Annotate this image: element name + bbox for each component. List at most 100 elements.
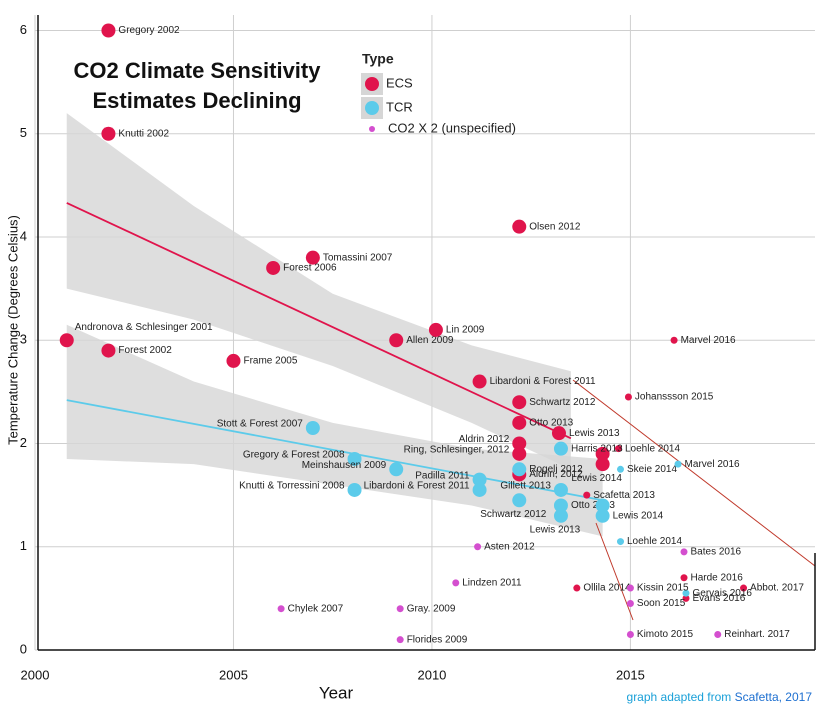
source-text: graph adapted from [626,690,732,704]
point-label: Stott & Forest 2007 [217,419,304,430]
point [674,460,682,468]
point-label: Libardoni & Forest 2011 [490,376,596,387]
point-label: Skeie 2014 [627,464,677,475]
point-label: Soon 2015 [637,598,686,609]
y-tick-label: 4 [20,228,27,243]
annotation-line [595,522,634,621]
point [101,126,116,141]
point [389,462,404,477]
point-label: Bates 2016 [691,547,742,558]
point [428,322,443,337]
point [595,446,610,461]
point-label: Forest 2006 [283,263,337,274]
point [389,333,404,348]
point [714,631,722,639]
point [626,631,634,639]
point [305,250,320,265]
axes: 0 1 2 3 4 5 6 2000 2005 2010 2015 [20,15,815,682]
point [616,538,624,546]
point-label: Harris 2013 [571,443,623,454]
point [59,333,74,348]
point-label: Ring, Schlesinger, 2012 [404,444,510,455]
legend-title: Type [362,51,394,67]
point [740,584,748,592]
source-note: graph adapted from Scafetta, 2017 [627,690,812,704]
point-label: Gregory & Forest 2008 [243,450,345,461]
point-label: Frame 2005 [243,356,297,367]
point [452,579,460,587]
point [347,482,362,497]
point [101,23,116,38]
legend-label: ECS [386,75,413,90]
point-label: Johanssson 2015 [635,392,714,403]
point [472,374,487,389]
point [512,436,527,451]
point-label: Meinshausen 2009 [302,460,387,471]
point-label: Allen 2009 [406,335,454,346]
point-label: Lin 2009 [446,325,485,336]
point-label: Gray. 2009 [407,603,456,614]
point [553,441,568,456]
point [226,353,241,368]
y-tick-label: 2 [20,435,27,450]
point [396,605,404,613]
point-label: Asten 2012 [484,541,535,552]
point [512,219,527,234]
point [472,482,487,497]
trend-line [66,202,572,440]
point-label: Kissin 2015 [637,583,689,594]
point-label: Schwartz 2012 [480,509,547,520]
point-label: Gillett 2013 [500,481,551,492]
point [512,415,527,430]
point-label: Aldrin 2012 [459,434,510,445]
point-label: Harde 2016 [691,572,744,583]
point [101,343,116,358]
point-label: Loehle 2014 [627,536,682,547]
point-label: Tomassini 2007 [323,252,393,263]
point [670,336,678,344]
point [512,446,527,461]
x-tick-label: 2005 [219,667,248,682]
point-label: Libardoni & Forest 2011 [364,481,470,492]
point [512,462,527,477]
point-label: Schwartz 2012 [529,397,596,408]
y-tick-label: 0 [20,641,27,656]
x-axis-label: Year [319,683,354,702]
legend-marker [365,101,379,115]
point-label: Gervais 2016 [692,588,752,599]
point [626,600,634,608]
point [472,472,487,487]
point [553,498,568,513]
point-label: Rogelj 2012 [529,464,583,475]
point [553,508,568,523]
trend-lines [66,202,603,502]
legend: Type ECS TCR CO2 X 2 (unspecified) [361,51,516,135]
confidence-band [66,324,603,537]
point-label: Loehle 2014 [625,443,680,454]
point-label: Lewis 2013 [530,524,581,535]
point-label: Lewis 2014 [613,510,664,521]
point [616,465,624,473]
point [595,508,610,523]
point [624,393,632,401]
point [553,482,568,497]
point-label: Florides 2009 [407,634,468,645]
point [551,426,566,441]
point [512,395,527,410]
trend-line [66,399,603,502]
x-tick-label: 2010 [417,667,446,682]
point [682,589,690,597]
point [474,543,482,551]
y-tick-label: 5 [20,125,27,140]
point [266,260,281,275]
y-axis-label: Temperature Change (Degrees Celsius) [5,215,20,445]
point-label: Chylek 2007 [288,603,344,614]
point-label: Evans 2016 [692,593,745,604]
x-tick-label: 2015 [616,667,645,682]
point [583,491,591,499]
point [680,574,688,582]
y-tick-label: 3 [20,332,27,347]
point-label: Lewis 2013 [569,428,620,439]
point [347,451,362,466]
